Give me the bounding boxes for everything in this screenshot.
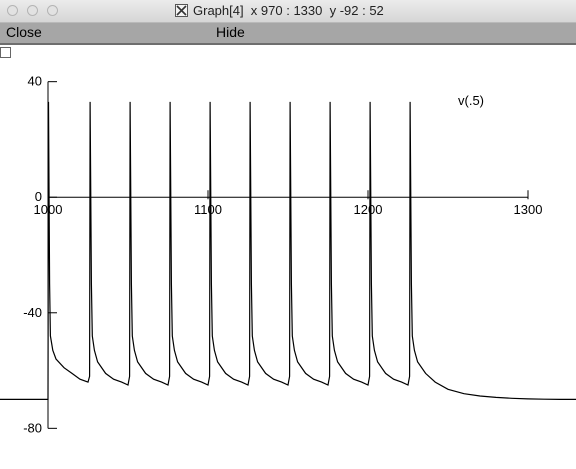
- zoom-window-icon[interactable]: [47, 5, 58, 16]
- y-tick-label: -40: [23, 305, 42, 320]
- y-tick-label: -80: [23, 420, 42, 435]
- minimize-window-icon[interactable]: [27, 5, 38, 16]
- x-tick-label: 1200: [354, 202, 383, 217]
- x11-app-icon: [175, 4, 188, 17]
- menu-bar: Close Hide: [0, 23, 576, 45]
- series-line-v-5: [0, 101, 576, 400]
- window-title: Graph[4] x 970 : 1330 y -92 : 52: [193, 3, 384, 18]
- x-tick-label: 1100: [194, 202, 222, 217]
- axes: [47, 81, 528, 429]
- hide-button[interactable]: Hide: [216, 24, 245, 40]
- legend-label: v(.5): [458, 93, 484, 108]
- graph-checkbox[interactable]: [0, 47, 11, 58]
- title-bar[interactable]: Graph[4] x 970 : 1330 y -92 : 52: [0, 0, 576, 23]
- x-tick-label: 1300: [514, 202, 543, 217]
- close-window-icon[interactable]: [7, 5, 18, 16]
- y-tick-label: 0: [35, 189, 42, 204]
- ticks: [47, 81, 529, 429]
- y-tick-label: 40: [28, 74, 42, 89]
- close-button[interactable]: Close: [6, 24, 42, 40]
